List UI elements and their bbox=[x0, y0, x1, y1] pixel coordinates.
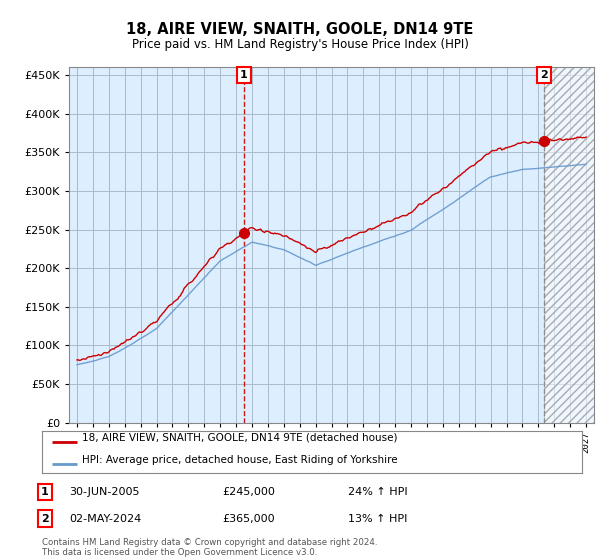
Bar bbox=[544, 67, 594, 423]
Text: £365,000: £365,000 bbox=[222, 514, 275, 524]
Text: 18, AIRE VIEW, SNAITH, GOOLE, DN14 9TE: 18, AIRE VIEW, SNAITH, GOOLE, DN14 9TE bbox=[127, 22, 473, 38]
Text: 1: 1 bbox=[41, 487, 49, 497]
Text: Price paid vs. HM Land Registry's House Price Index (HPI): Price paid vs. HM Land Registry's House … bbox=[131, 38, 469, 51]
Text: 02-MAY-2024: 02-MAY-2024 bbox=[69, 514, 141, 524]
Text: £245,000: £245,000 bbox=[222, 487, 275, 497]
Text: Contains HM Land Registry data © Crown copyright and database right 2024.
This d: Contains HM Land Registry data © Crown c… bbox=[42, 538, 377, 557]
Text: 30-JUN-2005: 30-JUN-2005 bbox=[69, 487, 139, 497]
Text: 1: 1 bbox=[240, 70, 248, 80]
Text: 2: 2 bbox=[539, 70, 547, 80]
Text: 24% ↑ HPI: 24% ↑ HPI bbox=[348, 487, 407, 497]
Text: 18, AIRE VIEW, SNAITH, GOOLE, DN14 9TE (detached house): 18, AIRE VIEW, SNAITH, GOOLE, DN14 9TE (… bbox=[83, 432, 398, 442]
Bar bbox=[544, 67, 594, 423]
Text: HPI: Average price, detached house, East Riding of Yorkshire: HPI: Average price, detached house, East… bbox=[83, 455, 398, 465]
Text: 13% ↑ HPI: 13% ↑ HPI bbox=[348, 514, 407, 524]
Text: 2: 2 bbox=[41, 514, 49, 524]
